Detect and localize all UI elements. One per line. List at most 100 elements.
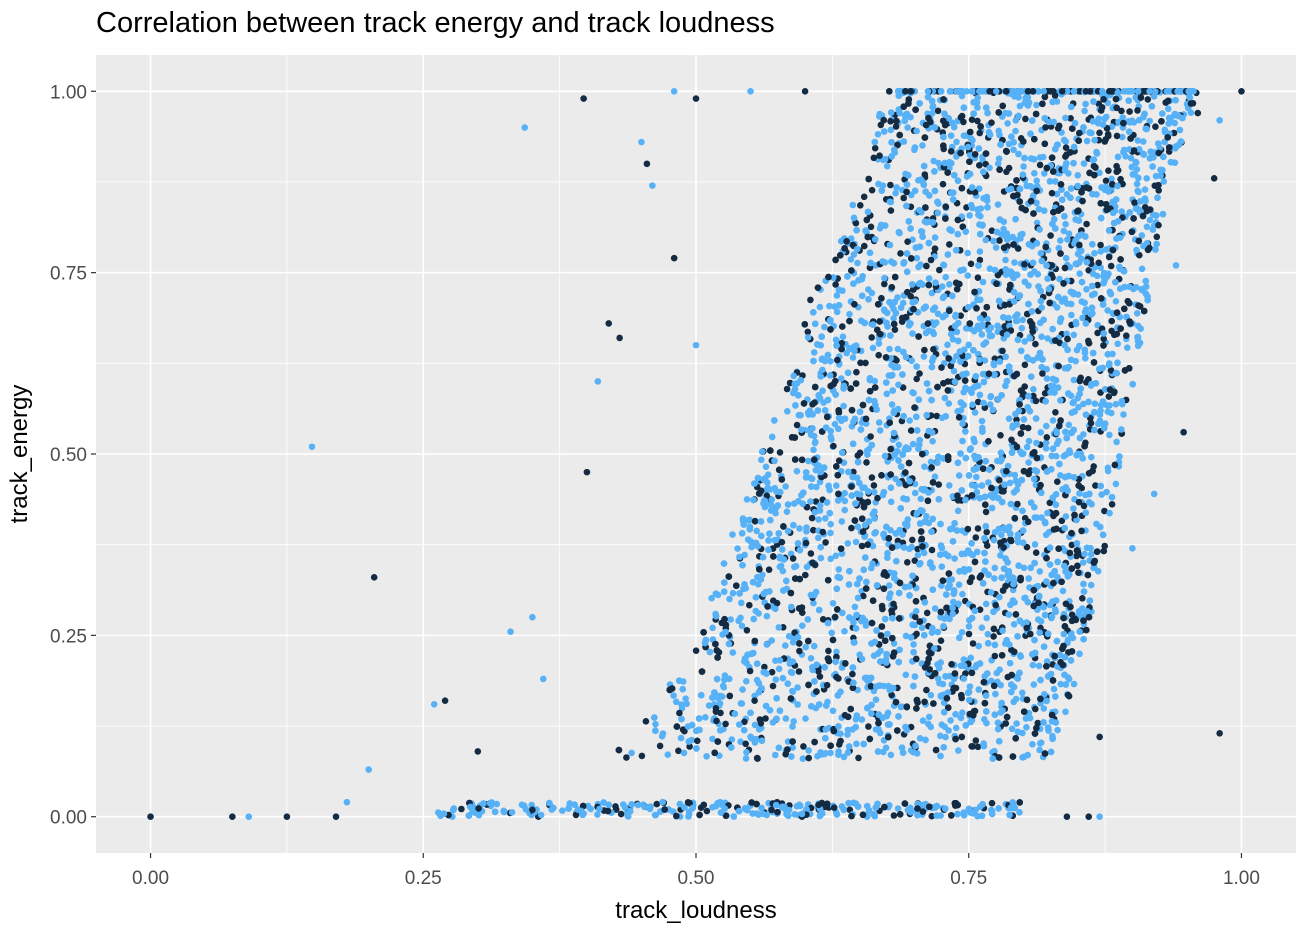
data-points (147, 87, 1245, 821)
data-point (1010, 192, 1017, 200)
data-point (1042, 398, 1049, 405)
data-point (973, 548, 981, 556)
data-point (1117, 256, 1124, 263)
data-point (743, 749, 750, 756)
data-point (1051, 567, 1058, 575)
data-point (628, 749, 635, 757)
data-point (890, 409, 897, 417)
data-point (1140, 242, 1147, 250)
data-point (968, 743, 975, 750)
data-point (826, 509, 834, 517)
data-point (782, 483, 789, 490)
data-point (1088, 500, 1095, 508)
data-point (964, 547, 972, 554)
data-point (984, 630, 992, 638)
data-point (528, 801, 535, 809)
data-point (1005, 314, 1012, 322)
data-point (855, 754, 862, 762)
data-point (1029, 661, 1037, 669)
data-point (912, 607, 920, 615)
data-point (1035, 88, 1042, 95)
data-point (1108, 327, 1115, 335)
data-point (964, 249, 971, 257)
data-point (1023, 543, 1031, 551)
data-point (1018, 204, 1026, 212)
data-point (678, 715, 685, 723)
data-point (978, 624, 986, 631)
data-point (811, 508, 819, 516)
data-point (802, 715, 809, 722)
data-point (863, 459, 870, 466)
data-point (1095, 259, 1102, 267)
data-point (851, 603, 859, 611)
data-point (1075, 569, 1082, 576)
data-point (1031, 559, 1038, 567)
data-point (695, 726, 702, 734)
data-point (818, 473, 825, 481)
data-point (658, 732, 666, 740)
data-point (1097, 214, 1105, 222)
data-point (1008, 272, 1016, 279)
data-point (1079, 197, 1086, 205)
data-point (1121, 305, 1128, 313)
data-point (550, 804, 557, 812)
data-point (774, 502, 782, 509)
data-point (1075, 608, 1083, 615)
data-point (971, 151, 979, 158)
data-point (934, 310, 942, 318)
data-point (1038, 333, 1045, 341)
data-point (742, 755, 750, 762)
data-point (753, 527, 760, 535)
data-point (990, 633, 997, 640)
data-point (849, 670, 856, 678)
data-point (1033, 177, 1040, 185)
data-point (449, 806, 457, 814)
data-point (1156, 144, 1163, 152)
data-point (833, 482, 840, 490)
data-point (1116, 453, 1123, 460)
data-point (1036, 161, 1044, 169)
data-point (883, 390, 891, 398)
data-point (742, 740, 749, 748)
data-point (703, 807, 711, 815)
data-point (670, 692, 677, 699)
data-point (762, 702, 770, 710)
data-point (950, 367, 958, 375)
data-point (676, 709, 683, 717)
data-point (1080, 635, 1087, 643)
data-point (954, 177, 962, 184)
data-point (751, 697, 758, 704)
data-point (1011, 259, 1018, 266)
data-point (880, 156, 887, 164)
data-point (995, 494, 1002, 502)
data-point (849, 684, 857, 692)
data-point (1027, 564, 1034, 572)
data-point (937, 732, 944, 740)
data-point (765, 537, 772, 544)
data-point (962, 454, 970, 462)
data-point (749, 810, 756, 817)
data-point (982, 501, 989, 509)
data-point (1112, 480, 1120, 488)
data-point (1087, 581, 1095, 589)
data-point (955, 472, 963, 479)
data-point (933, 412, 941, 420)
data-point (970, 346, 977, 354)
data-point (921, 134, 929, 141)
data-point (1006, 479, 1014, 487)
data-point (875, 419, 883, 426)
data-point (1096, 129, 1103, 137)
data-point (465, 812, 473, 819)
data-point (1051, 606, 1059, 613)
data-point (743, 627, 751, 634)
data-point (727, 744, 735, 751)
data-point (1055, 293, 1062, 301)
data-point (902, 723, 909, 731)
data-point (844, 369, 852, 377)
data-point (973, 488, 981, 496)
data-point (891, 326, 899, 334)
data-point (783, 508, 791, 515)
data-point (975, 686, 983, 693)
data-point (641, 803, 648, 811)
data-point (1058, 298, 1066, 305)
